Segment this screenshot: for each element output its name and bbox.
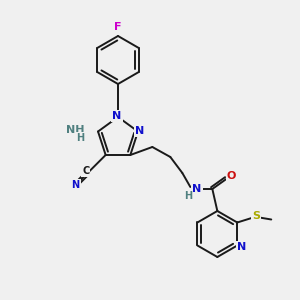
Text: N: N [237,242,246,253]
Text: H: H [184,191,192,201]
Text: H: H [76,133,84,142]
Text: C: C [82,166,89,176]
Text: F: F [114,22,122,32]
Text: S: S [252,212,260,221]
Text: N: N [72,180,80,190]
Text: O: O [227,171,236,181]
Text: NH: NH [65,124,84,134]
Text: N: N [192,184,202,194]
Text: N: N [135,125,145,136]
Text: N: N [112,111,122,121]
